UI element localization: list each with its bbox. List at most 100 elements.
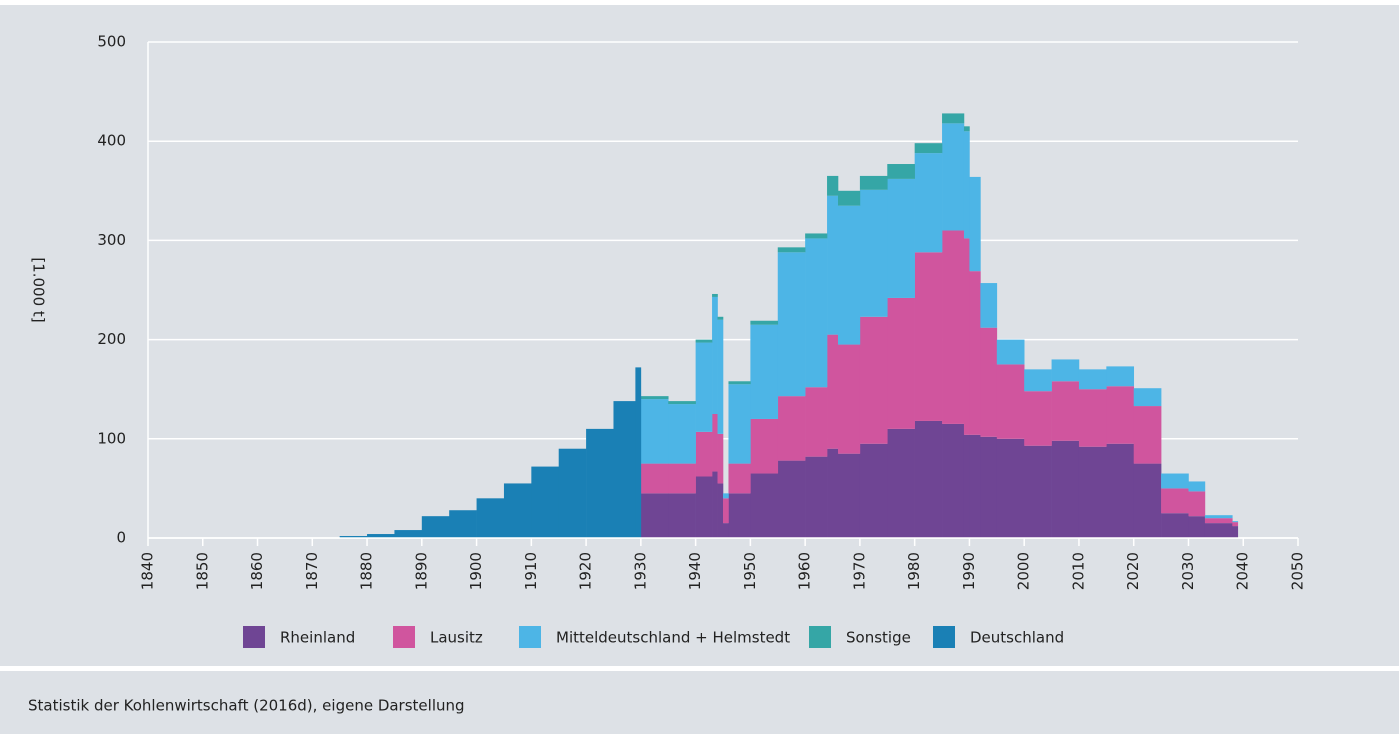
area-step	[712, 293, 718, 297]
legend-swatch	[393, 626, 415, 648]
area-step	[695, 342, 713, 432]
area-step	[887, 297, 915, 429]
area-step	[777, 247, 806, 253]
area-step	[838, 453, 861, 538]
x-tick-label: 1880	[358, 552, 376, 590]
x-tick-label: 1940	[686, 552, 704, 590]
area-step	[942, 123, 965, 231]
area-step	[1078, 389, 1107, 447]
area-step	[827, 334, 839, 449]
area-step	[717, 316, 724, 320]
area-step	[887, 178, 915, 298]
area-step	[728, 381, 751, 385]
area-step	[1106, 386, 1135, 444]
area-step	[980, 436, 998, 538]
x-tick-label: 1920	[577, 552, 595, 590]
x-tick-label: 1890	[412, 552, 430, 590]
area-step	[695, 476, 713, 538]
area-step	[449, 510, 477, 538]
x-tick-label: 1910	[522, 552, 540, 590]
area-step	[1133, 463, 1162, 538]
area-step	[777, 396, 806, 461]
x-tick-label: 2050	[1289, 552, 1307, 590]
x-tick-label: 1840	[139, 552, 157, 590]
area-step	[1188, 491, 1206, 517]
x-tick-label: 2030	[1179, 552, 1197, 590]
area-step	[717, 433, 724, 484]
area-step	[980, 283, 998, 328]
area-step	[887, 428, 915, 538]
area-step	[668, 404, 696, 464]
area-step	[723, 498, 729, 524]
area-step	[531, 466, 560, 538]
area-step	[668, 401, 696, 405]
area-step	[586, 428, 614, 538]
y-tick-label: 100	[97, 429, 126, 447]
x-tick-label: 1900	[467, 552, 485, 590]
area-step	[963, 434, 970, 538]
y-tick-label: 300	[97, 231, 126, 249]
legend-label: Sonstige	[846, 629, 911, 647]
area-step	[996, 364, 1025, 439]
area-step	[838, 344, 861, 454]
area-step	[805, 456, 828, 538]
area-step	[827, 175, 839, 196]
legend-swatch	[519, 626, 541, 648]
area-step	[805, 233, 828, 239]
x-tick-label: 1860	[248, 552, 266, 590]
area-step	[640, 463, 669, 494]
x-tick-label: 1930	[631, 552, 649, 590]
legend-swatch	[243, 626, 265, 648]
area-step	[635, 367, 642, 538]
area-step	[421, 516, 450, 538]
area-step	[1106, 366, 1135, 387]
area-step	[717, 319, 724, 434]
area-step	[750, 418, 779, 474]
legend-label: Rheinland	[280, 629, 355, 647]
area-step	[723, 523, 729, 538]
x-tick-label: 2000	[1015, 552, 1033, 590]
area-step	[777, 252, 806, 397]
area-step	[717, 483, 724, 538]
area-step	[996, 438, 1025, 538]
area-step	[963, 131, 970, 239]
x-tick-label: 1950	[741, 552, 759, 590]
area-step	[476, 498, 505, 538]
area-step	[1232, 526, 1239, 538]
area-step	[805, 238, 828, 388]
y-tick-label: 500	[97, 33, 126, 51]
area-step	[1024, 391, 1052, 446]
area-step	[914, 420, 943, 538]
area-step	[712, 471, 718, 538]
area-step	[750, 324, 779, 419]
x-tick-label: 1990	[960, 552, 978, 590]
area-step	[503, 483, 532, 538]
area-step	[859, 175, 888, 190]
area-step	[942, 113, 965, 124]
area-step	[827, 448, 839, 538]
y-tick-label: 400	[97, 132, 126, 150]
area-step	[1133, 406, 1162, 464]
source: Statistik der Kohlenwirtschaft (2016d), …	[28, 697, 465, 715]
top-rule	[0, 0, 1399, 5]
area-step	[1051, 440, 1080, 538]
area-step	[942, 423, 965, 538]
area-step	[367, 534, 395, 538]
area-step	[640, 399, 669, 464]
x-tick-label: 1970	[850, 552, 868, 590]
legend-label: Mitteldeutschland + Helmstedt	[556, 629, 790, 647]
area-step	[1161, 473, 1189, 489]
area-step	[1232, 522, 1239, 527]
area-step	[1051, 359, 1080, 382]
area-step	[859, 443, 888, 538]
area-step	[1204, 523, 1233, 538]
y-tick-label: 200	[97, 330, 126, 348]
area-step	[942, 230, 965, 424]
area-step	[859, 189, 888, 317]
area-step	[1106, 443, 1135, 538]
area-step	[728, 384, 751, 464]
area-step	[640, 396, 669, 400]
area-step	[969, 176, 981, 272]
area-step	[1232, 521, 1239, 523]
area-step	[859, 316, 888, 444]
